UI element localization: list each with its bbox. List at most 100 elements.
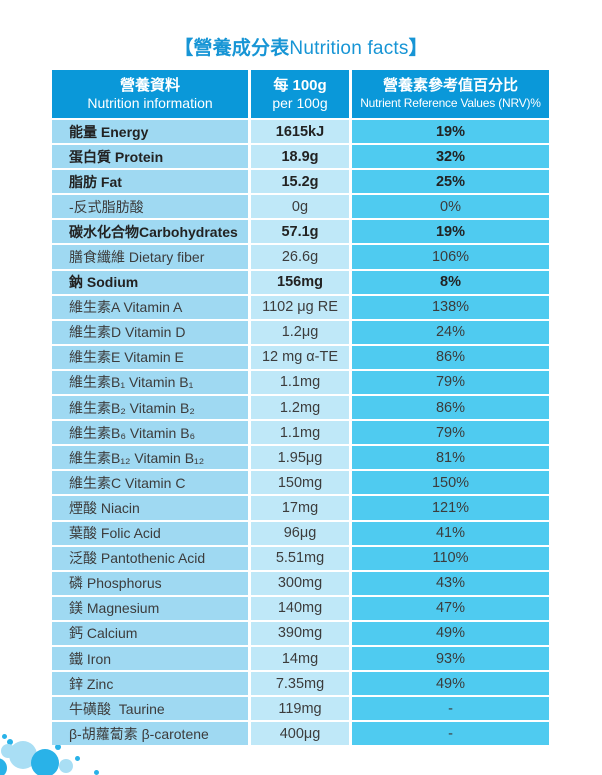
row-nrv-cell: 150% (352, 471, 549, 495)
row-value-cell: 1.1mg (251, 370, 349, 395)
table-row: 維生素B₂ Vitamin B₂ 1.2mg 86% (52, 396, 549, 420)
table-row: 維生素C Vitamin C 150mg 150% (52, 471, 549, 495)
row-value-cell: 26.6g (251, 245, 349, 269)
bubble-icon (1, 744, 15, 758)
row-value-cell: 150mg (251, 471, 349, 495)
title-bracket-close: 】 (408, 38, 428, 59)
row-nrv-cell: 25% (352, 170, 549, 194)
table-row: 維生素B₆ Vitamin B₆ 1.1mg 79% (52, 421, 549, 445)
table-row: 牛磺酸 Taurine 119mg - (52, 697, 549, 721)
row-name-cell: 葉酸 Folic Acid (52, 521, 248, 545)
row-nrv-cell: 0% (352, 195, 549, 219)
row-value-cell: 5.51mg (251, 546, 349, 570)
row-value-cell: 15.2g (251, 170, 349, 194)
row-nrv-cell: 47% (352, 596, 549, 620)
table-row: 維生素D Vitamin D 1.2μg 24% (52, 320, 549, 344)
row-name-cell: β-胡蘿蔔素 β-carotene (52, 722, 248, 746)
table-row: 碳水化合物Carbohydrates 57.1g 19% (52, 220, 549, 244)
row-nrv-cell: 19% (352, 220, 549, 244)
row-nrv-cell: 121% (352, 496, 549, 520)
title-english: Nutrition facts (289, 38, 409, 59)
row-name-cell: 牛磺酸 Taurine (52, 697, 248, 721)
row-value-cell: 57.1g (251, 220, 349, 244)
row-name-cell: 能量 Energy (52, 120, 248, 144)
table-row: 鎂 Magnesium 140mg 47% (52, 596, 549, 620)
table-row: 維生素A Vitamin A 1102 μg RE 138% (52, 295, 549, 319)
row-value-cell: 390mg (251, 621, 349, 645)
row-nrv-cell: 8% (352, 270, 549, 294)
row-nrv-cell: 49% (352, 672, 549, 696)
row-nrv-cell: - (352, 697, 549, 721)
row-value-cell: 1.95μg (251, 446, 349, 470)
table-row: 維生素E Vitamin E 12 mg α-TE 86% (52, 345, 549, 369)
row-name-cell: 維生素E Vitamin E (52, 345, 248, 369)
table-row: 鈣 Calcium 390mg 49% (52, 621, 549, 645)
header-per-100g-zh: 每 100g (273, 77, 327, 94)
header-nrv-en: Nutrient Reference Values (NRV)% (360, 96, 541, 110)
header-per-100g-en: per 100g (272, 95, 328, 111)
row-name-cell: 膳食纖維 Dietary fiber (52, 245, 248, 269)
table-header: 營養資料 Nutrition information 每 100g per 10… (52, 70, 549, 118)
row-name-cell: 鋅 Zinc (52, 672, 248, 696)
row-value-cell: 0g (251, 195, 349, 219)
row-value-cell: 7.35mg (251, 672, 349, 696)
bubble-icon (0, 758, 7, 775)
row-name-cell: 維生素B₁₂ Vitamin B₁₂ (52, 446, 248, 470)
row-value-cell: 156mg (251, 270, 349, 294)
bubble-icon (7, 739, 13, 745)
row-name-cell: 鐵 Iron (52, 646, 248, 671)
row-name-cell: 磷 Phosphorus (52, 571, 248, 595)
row-value-cell: 14mg (251, 646, 349, 671)
table-row: -反式脂肪酸 0g 0% (52, 195, 549, 219)
row-nrv-cell: 79% (352, 370, 549, 395)
bubble-icon (1, 733, 7, 739)
row-nrv-cell: 110% (352, 546, 549, 570)
page-title: 【營養成分表Nutrition facts】 (0, 33, 602, 60)
header-nrv-zh: 營養素參考值百分比 (382, 77, 518, 94)
row-name-cell: 煙酸 Niacin (52, 496, 248, 520)
row-value-cell: 1615kJ (251, 120, 349, 144)
row-value-cell: 12 mg α-TE (251, 345, 349, 369)
row-value-cell: 1102 μg RE (251, 295, 349, 319)
row-nrv-cell: 106% (352, 245, 549, 269)
table-row: 膳食纖維 Dietary fiber 26.6g 106% (52, 245, 549, 269)
table-rows: 能量 Energy 1615kJ 19% 蛋白質 Protein 18.9g 3… (52, 120, 549, 746)
row-name-cell: 維生素B₂ Vitamin B₂ (52, 396, 248, 420)
row-name-cell: 脂肪 Fat (52, 170, 248, 194)
row-value-cell: 1.2mg (251, 396, 349, 420)
row-nrv-cell: 138% (352, 295, 549, 319)
row-value-cell: 400μg (251, 722, 349, 746)
row-value-cell: 17mg (251, 496, 349, 520)
row-name-cell: 鈉 Sodium (52, 270, 248, 294)
table-row: 磷 Phosphorus 300mg 43% (52, 571, 549, 595)
table-row: 能量 Energy 1615kJ 19% (52, 120, 549, 144)
table-row: 脂肪 Fat 15.2g 25% (52, 170, 549, 194)
row-nrv-cell: 43% (352, 571, 549, 595)
row-name-cell: 泛酸 Pantothenic Acid (52, 546, 248, 570)
row-nrv-cell: 24% (352, 320, 549, 344)
table-row: 泛酸 Pantothenic Acid 5.51mg 110% (52, 546, 549, 570)
row-nrv-cell: 81% (352, 446, 549, 470)
row-nrv-cell: 32% (352, 145, 549, 169)
header-cell-per-100g: 每 100g per 100g (251, 70, 349, 118)
table-row: 蛋白質 Protein 18.9g 32% (52, 145, 549, 169)
row-name-cell: 鎂 Magnesium (52, 596, 248, 620)
row-nrv-cell: 79% (352, 421, 549, 445)
table-row: 鈉 Sodium 156mg 8% (52, 270, 549, 294)
table-row: 維生素B₁₂ Vitamin B₁₂ 1.95μg 81% (52, 446, 549, 470)
bubble-icon (31, 749, 59, 775)
table-row: 維生素B₁ Vitamin B₁ 1.1mg 79% (52, 370, 549, 395)
table-row: 煙酸 Niacin 17mg 121% (52, 496, 549, 520)
title-chinese: 營養成分表 (193, 38, 290, 59)
nutrition-table: 營養資料 Nutrition information 每 100g per 10… (52, 70, 549, 746)
row-value-cell: 119mg (251, 697, 349, 721)
row-nrv-cell: 49% (352, 621, 549, 645)
table-row: 鋅 Zinc 7.35mg 49% (52, 672, 549, 696)
header-cell-nrv: 營養素參考值百分比 Nutrient Reference Values (NRV… (352, 70, 549, 118)
row-name-cell: -反式脂肪酸 (52, 195, 248, 219)
row-name-cell: 維生素D Vitamin D (52, 320, 248, 344)
row-value-cell: 1.2μg (251, 320, 349, 344)
row-nrv-cell: 41% (352, 521, 549, 545)
table-row: β-胡蘿蔔素 β-carotene 400μg - (52, 722, 549, 746)
